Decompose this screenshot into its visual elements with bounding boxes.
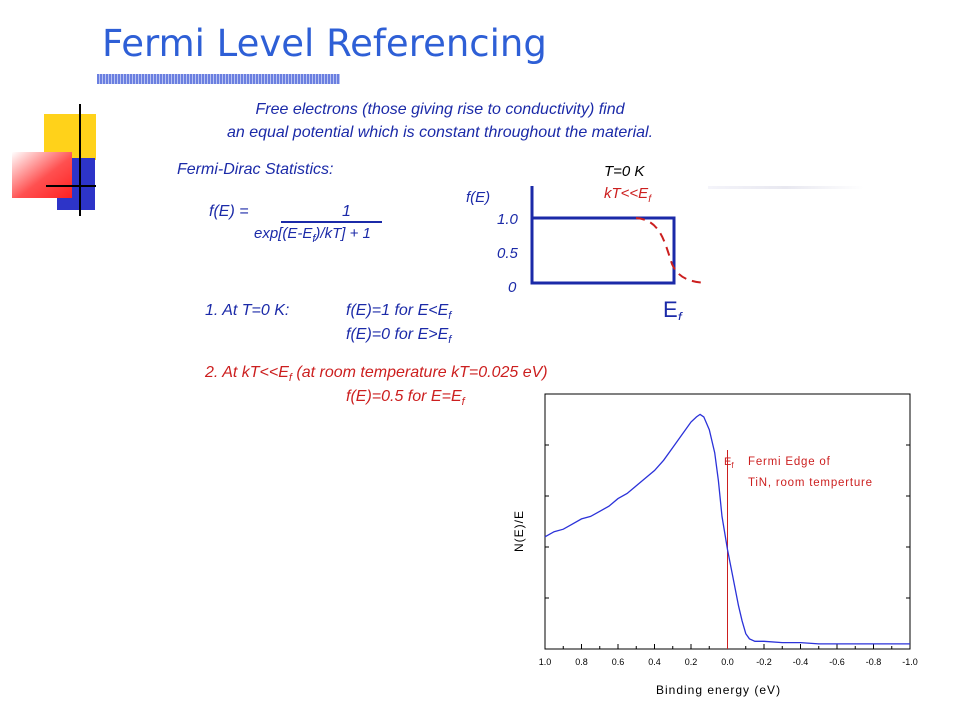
x-tick-label: 0.6 [612,657,625,667]
x-tick-label: 0.0 [721,657,734,667]
formula-lhs: f(E) = [209,203,249,220]
step-plot-ytick-1: 1.0 [497,211,519,228]
x-tick-label: -0.6 [829,657,845,667]
faint-divider [708,186,864,189]
chart-ylabel: N(E)/E [512,510,526,552]
condition-2-line-2: f(E)=0.5 for E=Ef [346,388,465,409]
x-tick-label: -1.0 [902,657,918,667]
chart-annotation-line-2: TiN, room temperture [748,477,873,489]
step-plot-legend-t0: T=0 K [604,163,645,180]
step-plot-legend-kt: kT<<Ef [604,185,652,205]
chart-xlabel: Binding energy (eV) [656,683,781,697]
condition-2-line-1: 2. At kT<<Ef (at room temperature kT=0.0… [205,364,548,385]
chart-annotation-line-1: Fermi Edge of [748,456,831,468]
formula-denominator: exp[(E-Ef)/kT] + 1 [254,225,371,245]
fermi-edge-curve [544,413,910,645]
intro-line-2: an equal potential which is constant thr… [226,124,654,141]
decorative-squares [12,104,96,216]
fermi-step-plot: f(E) T=0 K kT<<Ef 1.0 0.5 0 Ef [466,163,707,320]
x-tick-label: 0.4 [648,657,661,667]
chart-y-ticks [545,444,910,599]
formula-fraction-line [281,221,382,223]
step-plot-ef-marker: Ef [663,297,684,320]
step-plot-kt-curve [635,217,707,284]
chart-annotation-ef: Ef [724,456,734,470]
step-plot-ytick-3: 0 [508,279,517,296]
intro-line-1: Free electrons (those giving rise to con… [255,101,625,118]
condition-1-line-1: f(E)=1 for E<Ef [346,302,452,323]
fermi-dirac-label: Fermi-Dirac Statistics: [177,161,334,178]
condition-1-line-2: f(E)=0 for E>Ef [346,326,452,347]
formula-numerator: 1 [342,203,351,220]
x-tick-label: 1.0 [539,657,552,667]
x-tick-label: 0.2 [685,657,698,667]
x-tick-label: -0.4 [793,657,809,667]
x-tick-label: -0.2 [756,657,772,667]
x-tick-label: -0.8 [866,657,882,667]
title-underline [97,74,340,84]
step-plot-t0-curve [530,216,676,285]
condition-1-label: 1. At T=0 K: [205,302,290,319]
tin-fermi-edge-chart: 1.0 0.8 0.6 0.4 0.2 0.0 -0.2 -0.4 -0.6 -0.8 -1.0 E… [512,393,918,697]
x-tick-label: 0.8 [575,657,588,667]
page-title: Fermi Level Referencing [102,22,547,65]
step-plot-ylabel: f(E) [466,189,490,206]
step-plot-ytick-2: 0.5 [497,245,519,262]
chart-x-ticks: 1.0 0.8 0.6 0.4 0.2 0.0 -0.2 -0.4 -0.6 -0.8 -1.0 [539,644,918,667]
